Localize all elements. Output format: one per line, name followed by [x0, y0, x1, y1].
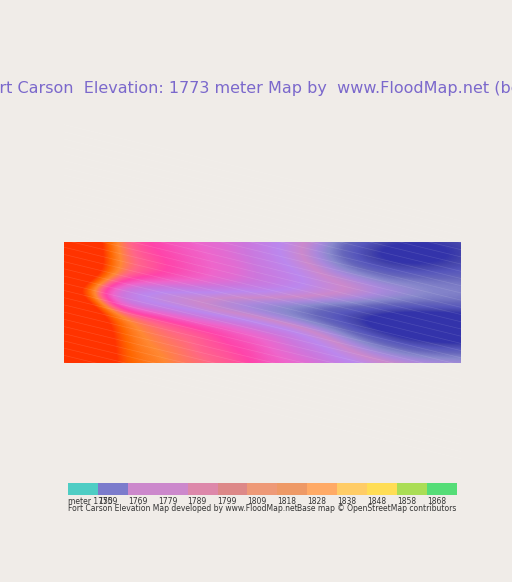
- Text: Fort Carson Elevation Map developed by www.FloodMap.net: Fort Carson Elevation Map developed by w…: [68, 504, 297, 513]
- FancyBboxPatch shape: [337, 483, 367, 495]
- Text: 1799: 1799: [218, 496, 237, 506]
- Text: 1838: 1838: [337, 496, 356, 506]
- FancyBboxPatch shape: [367, 483, 397, 495]
- Text: 1868: 1868: [427, 496, 446, 506]
- Text: Base map © OpenStreetMap contributors: Base map © OpenStreetMap contributors: [297, 504, 457, 513]
- Text: 1779: 1779: [158, 496, 177, 506]
- Text: 1818: 1818: [278, 496, 296, 506]
- Text: 1858: 1858: [397, 496, 416, 506]
- Text: Fort Carson  Elevation: 1773 meter Map by  www.FloodMap.net (beta): Fort Carson Elevation: 1773 meter Map by…: [0, 81, 512, 97]
- Text: 1769: 1769: [128, 496, 147, 506]
- FancyBboxPatch shape: [307, 483, 337, 495]
- FancyBboxPatch shape: [68, 483, 98, 495]
- FancyBboxPatch shape: [397, 483, 427, 495]
- Text: 1848: 1848: [367, 496, 386, 506]
- FancyBboxPatch shape: [158, 483, 187, 495]
- Text: 1789: 1789: [187, 496, 207, 506]
- Text: 1759: 1759: [98, 496, 117, 506]
- Text: meter 1750: meter 1750: [68, 496, 113, 506]
- FancyBboxPatch shape: [278, 483, 307, 495]
- FancyBboxPatch shape: [247, 483, 278, 495]
- Text: 1809: 1809: [247, 496, 267, 506]
- Text: 1828: 1828: [307, 496, 326, 506]
- FancyBboxPatch shape: [218, 483, 247, 495]
- FancyBboxPatch shape: [128, 483, 158, 495]
- FancyBboxPatch shape: [187, 483, 218, 495]
- FancyBboxPatch shape: [98, 483, 128, 495]
- FancyBboxPatch shape: [427, 483, 457, 495]
